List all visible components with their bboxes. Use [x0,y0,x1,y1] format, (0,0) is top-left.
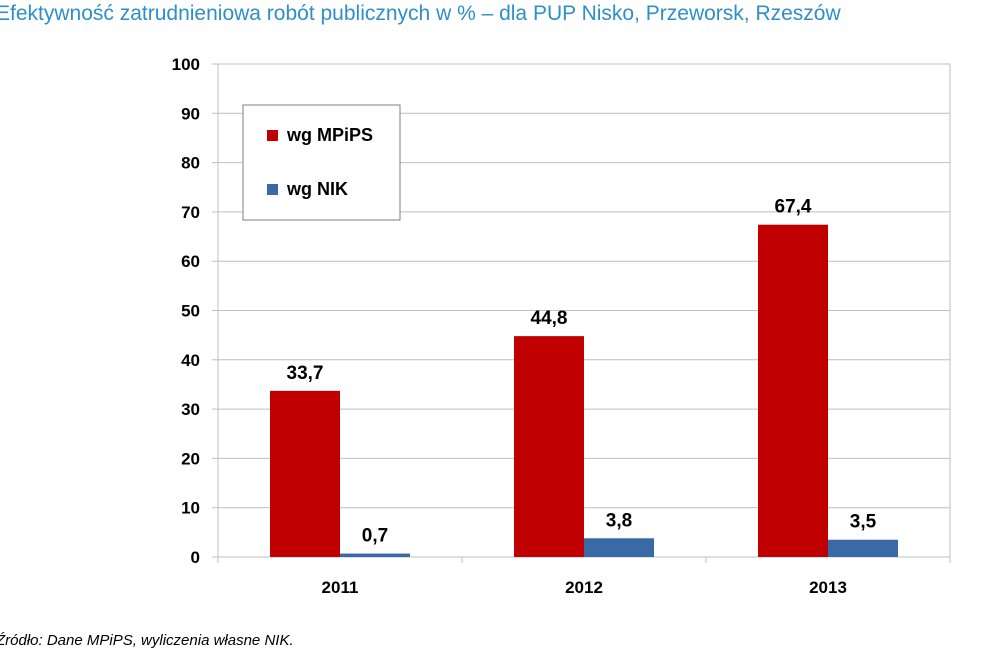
data-label: 3,8 [606,510,632,531]
y-tick-label: 70 [181,203,200,222]
bar-wg-nik [340,553,410,557]
y-tick-label: 50 [181,302,200,321]
y-axis-ticks: 0 10 20 30 40 50 60 70 80 90 100 [172,55,200,567]
bar-chart: 0 10 20 30 40 50 60 70 80 90 100 2011 2012 2013 33,7… [172,55,951,597]
data-label: 67,4 [775,197,812,218]
bar-wg-nik [828,539,898,557]
data-label: 0,7 [362,526,388,547]
bars [270,224,898,557]
y-tick-label: 80 [181,154,200,173]
data-label: 44,8 [531,308,568,329]
x-tick-label: 2013 [809,578,847,597]
x-tick-label: 2012 [565,578,603,597]
legend-label: wg NIK [286,179,348,199]
legend-box [242,104,401,221]
legend-swatch [267,130,278,141]
y-tick-label: 0 [191,548,200,567]
y-tick-label: 40 [181,351,200,370]
data-labels: 33,7 0,7 44,8 3,8 67,4 3,5 [287,197,877,547]
bar-wg-mpips [514,336,584,557]
y-tick-label: 60 [181,252,200,271]
chart-title: Efektywność zatrudnieniowa robót publicz… [0,2,841,25]
bar-wg-nik [584,538,654,557]
y-tick-label: 90 [181,104,200,123]
data-label: 3,5 [850,512,877,533]
legend-label: wg MPiPS [286,125,373,145]
y-tick-label: 30 [181,400,200,419]
bar-wg-mpips [270,390,340,557]
x-axis-ticks: 2011 2012 2013 [322,578,847,597]
y-tick-label: 20 [181,449,200,468]
data-label: 33,7 [287,363,324,384]
x-tick-label: 2011 [322,578,359,597]
legend-swatch [267,184,278,195]
legend: wg MPiPS wg NIK [242,104,401,221]
y-tick-label: 10 [181,499,200,518]
y-tick-label: 100 [172,55,200,74]
source-note: Źródło: Dane MPiPS, wyliczenia własne NI… [0,632,294,649]
bar-wg-mpips [758,224,828,557]
